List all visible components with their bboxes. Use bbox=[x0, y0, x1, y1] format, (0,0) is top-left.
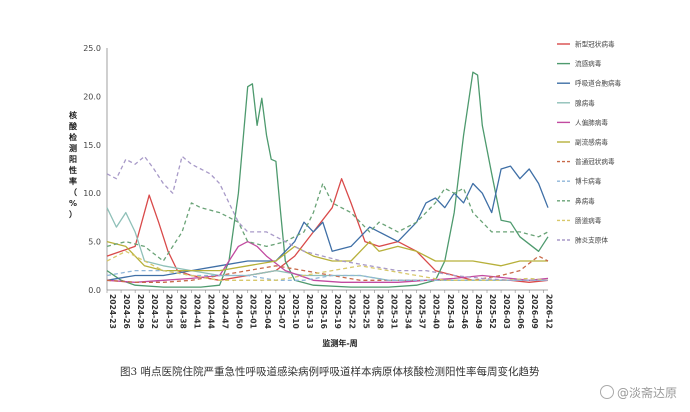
x-tick-label: 2025-34 bbox=[404, 294, 413, 329]
y-title-char: 性 bbox=[69, 165, 77, 175]
series-line bbox=[106, 178, 549, 283]
x-tick-label: 2024-35 bbox=[164, 294, 173, 329]
x-tick-label: 2025-07 bbox=[277, 294, 286, 329]
watermark: @淡斋达原 bbox=[600, 384, 677, 401]
legend: 新型冠状病毒流感病毒呼吸道合胞病毒腺病毒人偏肺病毒副流感病毒普通冠状病毒博卡病毒… bbox=[557, 40, 622, 245]
series-line bbox=[106, 182, 549, 262]
legend-label: 普通冠状病毒 bbox=[575, 157, 615, 166]
series-line bbox=[106, 269, 548, 281]
x-tick-label: 2024-23 bbox=[108, 294, 117, 329]
x-tick-label: 2025-01 bbox=[249, 294, 258, 329]
y-tick-label: 0.0 bbox=[88, 286, 101, 295]
x-axis-title: 监测年-周 bbox=[322, 338, 357, 348]
y-title-char: 核 bbox=[69, 110, 77, 120]
y-tick-label: 10.0 bbox=[83, 189, 101, 198]
legend-label: 鼻病毒 bbox=[575, 196, 595, 205]
legend-label: 呼吸道合胞病毒 bbox=[575, 79, 622, 88]
x-tick-label: 2026-06 bbox=[516, 294, 525, 329]
legend-label: 博卡病毒 bbox=[575, 177, 602, 186]
series-line bbox=[106, 207, 548, 281]
x-tick-label: 2025-49 bbox=[474, 294, 483, 329]
y-title-char: 测 bbox=[69, 143, 77, 153]
y-title-char: 检 bbox=[69, 132, 77, 142]
x-tick-label: 2025-43 bbox=[446, 294, 455, 329]
x-tick-label: 2025-16 bbox=[319, 294, 328, 329]
x-tick-label: 2024-44 bbox=[207, 294, 216, 329]
x-tick-label: 2025-19 bbox=[333, 294, 342, 329]
x-tick-label: 2024-32 bbox=[150, 294, 159, 329]
x-tick-label: 2025-31 bbox=[389, 294, 398, 329]
y-axis: 0.0 5.0 10.0 15.0 20.0 25.0 bbox=[83, 44, 108, 295]
figure-caption: 图3 哨点医院住院严重急性呼吸道感染病例呼吸道样本病原体核酸检测阳性率每周变化趋… bbox=[120, 366, 540, 378]
x-tick-label: 2025-10 bbox=[291, 294, 300, 329]
x-tick-label: 2025-28 bbox=[375, 294, 384, 329]
weibo-icon bbox=[600, 385, 614, 399]
x-tick-label: 2025-13 bbox=[305, 294, 314, 329]
series-line bbox=[106, 71, 549, 288]
x-tick-label: 2025-46 bbox=[460, 294, 469, 329]
legend-label: 肺炎支原体 bbox=[575, 236, 608, 245]
legend-label: 流感病毒 bbox=[575, 59, 602, 68]
watermark-text: @淡斋达原 bbox=[617, 386, 678, 400]
x-tick-label: 2026-12 bbox=[544, 294, 553, 329]
y-tick-label: 25.0 bbox=[83, 44, 101, 53]
y-title-char: （ bbox=[69, 187, 77, 197]
x-tick-label: 2026-09 bbox=[530, 294, 539, 329]
y-title-char: ） bbox=[69, 209, 77, 219]
legend-label: 腺病毒 bbox=[575, 98, 595, 107]
x-tick-label: 2024-26 bbox=[122, 294, 131, 329]
x-tick-label: 2024-41 bbox=[192, 294, 201, 329]
x-tick-label: 2025-40 bbox=[432, 294, 441, 329]
legend-label: 副流感病毒 bbox=[575, 138, 608, 147]
series-line bbox=[106, 165, 549, 281]
y-tick-label: 20.0 bbox=[83, 92, 101, 101]
x-tick-label: 2025-04 bbox=[263, 294, 272, 329]
y-axis-title: 核酸检测阳性率（%） bbox=[69, 110, 78, 219]
x-tick-label: 2025-37 bbox=[418, 294, 427, 329]
x-tick-label: 2024-50 bbox=[235, 294, 244, 329]
x-axis: 2024-23 2024-26 2024-29 2024-32 2024-35 2024-… bbox=[106, 289, 553, 329]
x-tick-label: 2025-25 bbox=[361, 294, 370, 329]
y-tick-label: 15.0 bbox=[83, 141, 101, 150]
series-line bbox=[106, 240, 548, 272]
x-tick-label: 2024-38 bbox=[178, 294, 187, 329]
x-tick-label: 2024-47 bbox=[221, 294, 230, 329]
legend-label: 人偏肺病毒 bbox=[575, 118, 608, 127]
y-title-char: % bbox=[69, 199, 77, 208]
x-tick-label: 2024-29 bbox=[136, 294, 145, 329]
y-title-char: 阳 bbox=[69, 155, 77, 164]
y-title-char: 率 bbox=[69, 176, 77, 186]
x-tick-label: 2025-52 bbox=[488, 294, 497, 329]
legend-label: 肠道病毒 bbox=[575, 216, 602, 225]
x-tick-label: 2025-22 bbox=[347, 294, 356, 329]
series-layer bbox=[106, 71, 549, 288]
legend-label: 新型冠状病毒 bbox=[575, 40, 615, 49]
x-tick-label: 2026-03 bbox=[502, 294, 511, 329]
y-title-char: 酸 bbox=[69, 121, 78, 131]
series-line bbox=[106, 155, 548, 281]
series-line bbox=[106, 255, 549, 283]
y-tick-label: 5.0 bbox=[88, 238, 101, 247]
series-line bbox=[106, 250, 549, 281]
